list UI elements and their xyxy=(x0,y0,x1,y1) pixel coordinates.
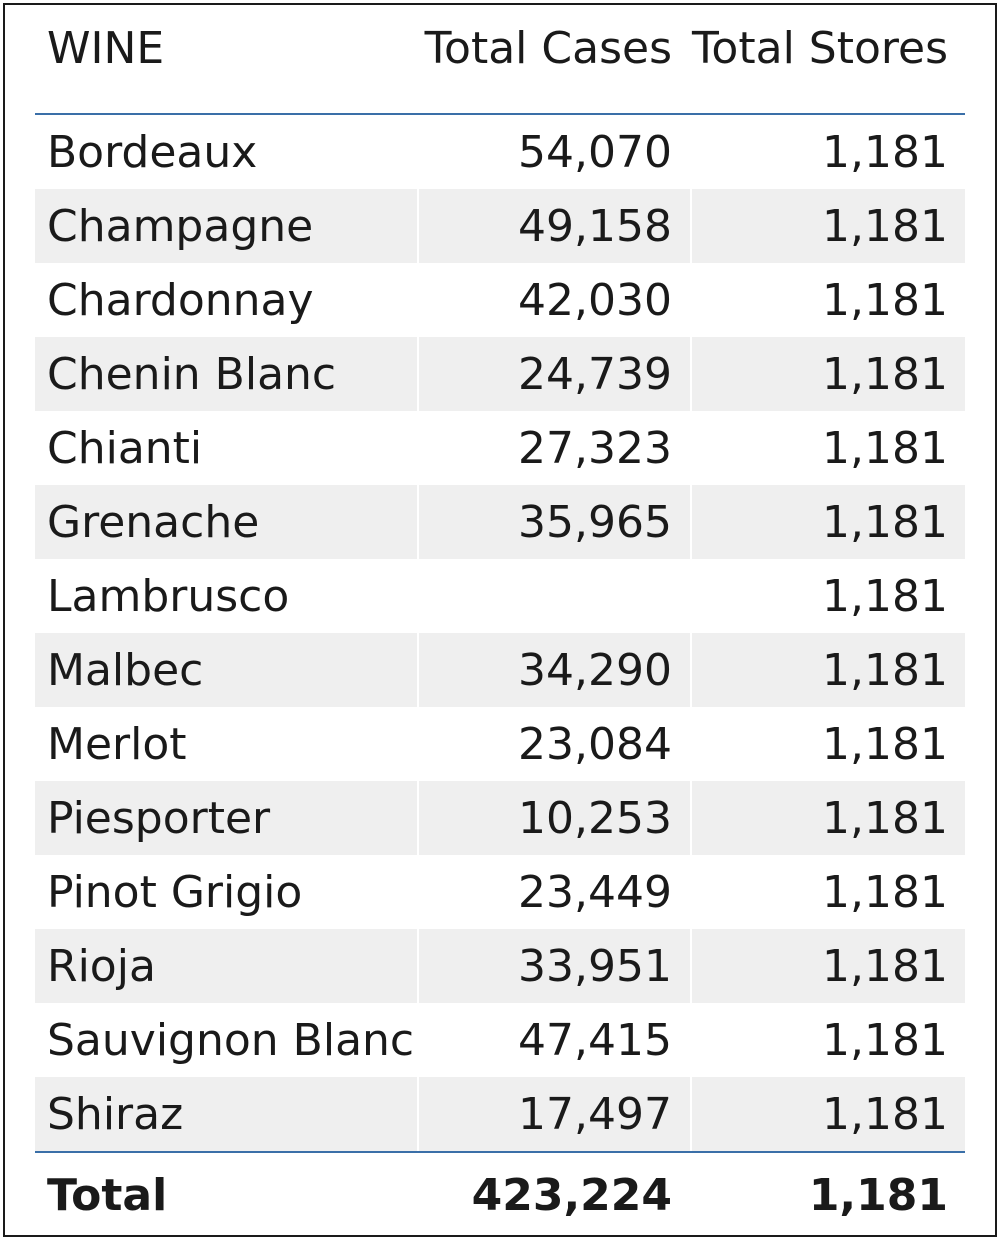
total-stores-cell: 1,181 xyxy=(822,422,948,474)
total-cases-cell: 47,415 xyxy=(518,1014,672,1066)
total-stores-cell: 1,181 xyxy=(822,644,948,696)
column-separator xyxy=(417,929,419,1003)
total-cases-cell: 23,449 xyxy=(518,866,672,918)
table-row[interactable]: Piesporter 10,253 1,181 xyxy=(35,781,965,855)
table-row[interactable]: Pinot Grigio 23,449 1,181 xyxy=(35,855,965,929)
total-cases-cell: 17,497 xyxy=(518,1088,672,1140)
table-row[interactable]: Chardonnay 42,030 1,181 xyxy=(35,263,965,337)
table-row[interactable]: Sauvignon Blanc 47,415 1,181 xyxy=(35,1003,965,1077)
total-cases-cell: 24,739 xyxy=(518,348,672,400)
total-cases-cell: 10,253 xyxy=(518,792,672,844)
total-label: Total xyxy=(47,1169,168,1221)
wine-cell: Chardonnay xyxy=(47,274,314,326)
wine-cell: Chenin Blanc xyxy=(47,348,337,400)
total-stores-cell: 1,181 xyxy=(822,348,948,400)
column-separator xyxy=(417,633,419,707)
table-row[interactable]: Grenache 35,965 1,181 xyxy=(35,485,965,559)
total-cases-cell: 33,951 xyxy=(518,940,672,992)
table-row[interactable]: Rioja 33,951 1,181 xyxy=(35,929,965,1003)
table-row[interactable]: Bordeaux 54,070 1,181 xyxy=(35,115,965,189)
column-separator xyxy=(690,485,692,559)
table-row[interactable]: Lambrusco 1,181 xyxy=(35,559,965,633)
table-row[interactable]: Champagne 49,158 1,181 xyxy=(35,189,965,263)
total-cases-value: 423,224 xyxy=(471,1169,672,1221)
wine-cell: Rioja xyxy=(47,940,156,992)
total-stores-cell: 1,181 xyxy=(822,570,948,622)
column-separator xyxy=(417,337,419,411)
table-row[interactable]: Chenin Blanc 24,739 1,181 xyxy=(35,337,965,411)
total-stores-cell: 1,181 xyxy=(822,1014,948,1066)
wine-cell: Malbec xyxy=(47,644,204,696)
column-header-wine[interactable]: WINE xyxy=(47,23,165,74)
table-row[interactable]: Merlot 23,084 1,181 xyxy=(35,707,965,781)
total-stores-cell: 1,181 xyxy=(822,200,948,252)
wine-cell: Sauvignon Blanc xyxy=(47,1014,415,1066)
table-row[interactable]: Malbec 34,290 1,181 xyxy=(35,633,965,707)
total-cases-cell: 27,323 xyxy=(518,422,672,474)
column-separator xyxy=(417,1077,419,1151)
wine-matrix-table: WINE Total Cases Total Stores Bordeaux 54… xyxy=(35,5,965,1237)
total-stores-cell: 1,181 xyxy=(822,496,948,548)
wine-cell: Piesporter xyxy=(47,792,271,844)
total-stores-cell: 1,181 xyxy=(822,940,948,992)
column-header-total-cases[interactable]: Total Cases xyxy=(424,23,672,74)
wine-cell: Shiraz xyxy=(47,1088,184,1140)
column-separator xyxy=(417,485,419,559)
wine-cell: Pinot Grigio xyxy=(47,866,303,918)
total-stores-cell: 1,181 xyxy=(822,274,948,326)
total-stores-cell: 1,181 xyxy=(822,1088,948,1140)
column-separator xyxy=(690,929,692,1003)
column-separator xyxy=(690,781,692,855)
table-body: Bordeaux 54,070 1,181 Champagne 49,158 1,181 C… xyxy=(35,115,965,1151)
wine-cell: Bordeaux xyxy=(47,126,258,178)
total-cases-cell: 42,030 xyxy=(518,274,672,326)
total-stores-cell: 1,181 xyxy=(822,126,948,178)
column-separator xyxy=(690,189,692,263)
column-separator xyxy=(690,337,692,411)
total-stores-cell: 1,181 xyxy=(822,792,948,844)
column-separator xyxy=(417,189,419,263)
table-row[interactable]: Shiraz 17,497 1,181 xyxy=(35,1077,965,1151)
total-stores-value: 1,181 xyxy=(808,1169,948,1221)
total-cases-cell: 54,070 xyxy=(518,126,672,178)
wine-cell: Chianti xyxy=(47,422,203,474)
total-cases-cell: 35,965 xyxy=(518,496,672,548)
wine-cell: Champagne xyxy=(47,200,314,252)
wine-cell: Lambrusco xyxy=(47,570,290,622)
wine-cell: Merlot xyxy=(47,718,187,770)
column-separator xyxy=(690,633,692,707)
total-stores-cell: 1,181 xyxy=(822,718,948,770)
total-cases-cell: 23,084 xyxy=(518,718,672,770)
total-stores-cell: 1,181 xyxy=(822,866,948,918)
column-separator xyxy=(690,1077,692,1151)
total-cases-cell xyxy=(417,559,672,633)
column-header-total-stores[interactable]: Total Stores xyxy=(692,23,948,74)
table-row[interactable]: Chianti 27,323 1,181 xyxy=(35,411,965,485)
header-row: WINE Total Cases Total Stores xyxy=(35,5,965,115)
wine-cell: Grenache xyxy=(47,496,260,548)
total-cases-cell: 49,158 xyxy=(518,200,672,252)
column-separator xyxy=(417,781,419,855)
table-frame: WINE Total Cases Total Stores Bordeaux 54… xyxy=(3,3,997,1237)
total-row: Total 423,224 1,181 xyxy=(35,1151,965,1237)
total-cases-cell: 34,290 xyxy=(518,644,672,696)
